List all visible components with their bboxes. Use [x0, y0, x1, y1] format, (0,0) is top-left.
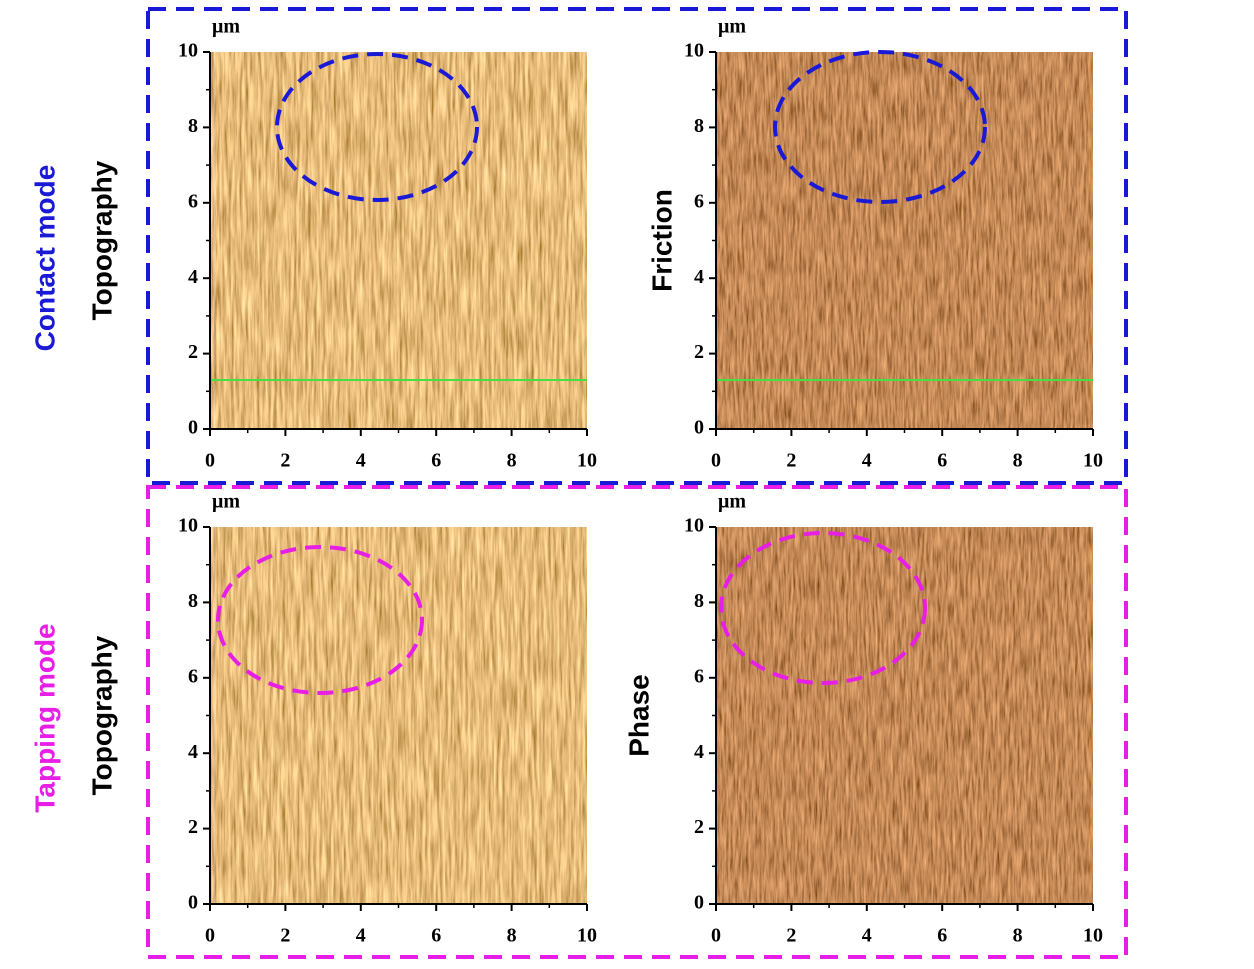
panel-label: Topography: [86, 635, 117, 795]
y-tick-label: 10: [684, 515, 704, 537]
unit-label: μm: [718, 491, 746, 513]
y-tick-label: 4: [188, 741, 198, 763]
y-tick-label: 2: [188, 816, 198, 838]
x-tick-label: 2: [280, 925, 290, 947]
y-tick-label: 0: [694, 892, 704, 914]
panel-label: Topography: [86, 160, 117, 320]
y-tick-label: 6: [694, 190, 704, 212]
x-tick-label: 8: [507, 450, 517, 472]
y-tick-label: 4: [188, 266, 198, 288]
highlight-ellipse: [275, 52, 479, 202]
y-tick-label: 6: [188, 190, 198, 212]
y-tick-label: 4: [694, 266, 704, 288]
afm-image: [716, 52, 1093, 429]
y-tick-label: 8: [188, 590, 198, 612]
x-tick-label: 6: [937, 925, 947, 947]
x-tick-label: 2: [280, 450, 290, 472]
panel-label: Phase: [623, 674, 654, 757]
y-tick-label: 8: [694, 115, 704, 137]
x-tick-label: 2: [786, 450, 796, 472]
y-tick-label: 4: [694, 741, 704, 763]
highlight-ellipse: [773, 50, 987, 204]
y-tick-label: 0: [694, 417, 704, 439]
x-tick-label: 6: [431, 450, 441, 472]
x-tick-label: 0: [205, 450, 215, 472]
y-tick-label: 6: [188, 665, 198, 687]
x-tick-label: 10: [577, 450, 597, 472]
highlight-ellipse: [216, 545, 424, 695]
x-tick-label: 6: [937, 450, 947, 472]
y-tick-label: 6: [694, 665, 704, 687]
x-tick-label: 2: [786, 925, 796, 947]
x-tick-label: 0: [205, 925, 215, 947]
x-tick-label: 8: [1013, 450, 1023, 472]
y-tick-label: 0: [188, 892, 198, 914]
x-tick-label: 4: [862, 925, 872, 947]
afm-image: [210, 52, 587, 429]
contact-frame: [146, 7, 1128, 485]
y-tick-label: 2: [694, 341, 704, 363]
x-tick-label: 8: [507, 925, 517, 947]
x-tick-label: 4: [356, 925, 366, 947]
y-tick-label: 2: [694, 816, 704, 838]
y-tick-label: 10: [178, 40, 198, 62]
group-label: Tapping mode: [29, 623, 60, 812]
x-tick-label: 0: [711, 925, 721, 947]
panel-label: Friction: [646, 189, 677, 292]
y-tick-label: 10: [684, 40, 704, 62]
unit-label: μm: [212, 491, 240, 513]
x-tick-label: 4: [356, 450, 366, 472]
x-tick-label: 10: [1083, 925, 1103, 947]
x-tick-label: 10: [1083, 450, 1103, 472]
y-tick-label: 0: [188, 417, 198, 439]
afm-image: [210, 527, 587, 904]
highlight-ellipse: [719, 531, 927, 685]
y-tick-label: 2: [188, 341, 198, 363]
x-tick-label: 8: [1013, 925, 1023, 947]
y-tick-label: 8: [188, 115, 198, 137]
y-tick-label: 8: [694, 590, 704, 612]
x-tick-label: 10: [577, 925, 597, 947]
afm-image: [716, 527, 1093, 904]
tapping-frame: [146, 485, 1128, 959]
group-label: Contact mode: [29, 165, 60, 352]
y-tick-label: 10: [178, 515, 198, 537]
unit-label: μm: [718, 16, 746, 38]
x-tick-label: 0: [711, 450, 721, 472]
unit-label: μm: [212, 16, 240, 38]
x-tick-label: 6: [431, 925, 441, 947]
x-tick-label: 4: [862, 450, 872, 472]
